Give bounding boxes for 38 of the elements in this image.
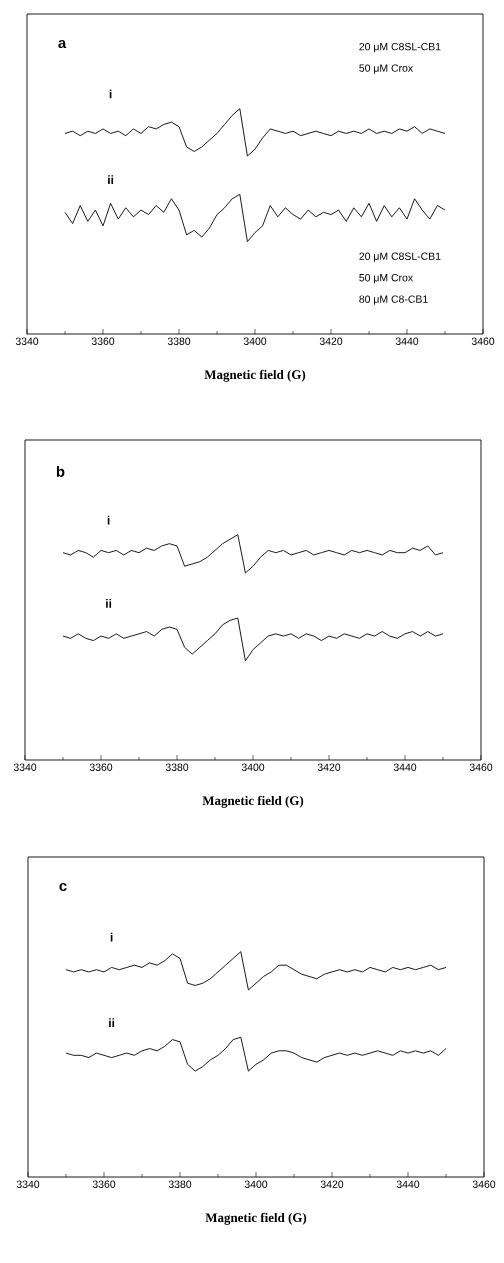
x-tick-label: 3440 (393, 763, 417, 771)
x-axis-title: Magnetic field (G) (205, 1212, 307, 1225)
x-tick-label: 3420 (317, 763, 341, 771)
text: i (109, 89, 112, 99)
x-tick-label: 3440 (395, 337, 419, 345)
text: i (107, 515, 110, 525)
x-tick-label: 3340 (16, 1180, 40, 1188)
x-tick-label: 3460 (469, 763, 493, 771)
x-tick-label: 3360 (92, 1180, 116, 1188)
x-tick-label: 3340 (13, 763, 37, 771)
x-tick-label: 3440 (396, 1180, 420, 1188)
x-tick-label: 3360 (91, 337, 115, 345)
text: 50 μM Crox (359, 64, 413, 74)
annotation: 80 μM C8-CB1 (359, 295, 428, 305)
x-tick-label: 3400 (243, 337, 267, 345)
x-tick-label: 3460 (471, 337, 495, 345)
series-label: ii (108, 175, 114, 184)
x-tick-label: 3380 (168, 1180, 192, 1188)
x-tick-label: 3460 (472, 1180, 496, 1188)
chart-title: c (59, 882, 67, 892)
annotation: 20 μM C8SL-CB1 (359, 252, 441, 262)
x-tick-label: 3420 (319, 337, 343, 345)
text: 20 μM C8SL-CB1 (359, 42, 441, 53)
text: ii (109, 1018, 115, 1028)
x-tick-label: 3400 (241, 763, 265, 771)
text: ii (106, 599, 112, 608)
x-tick-label: 3400 (244, 1180, 268, 1188)
x-tick-label: 3380 (167, 337, 191, 345)
chart-title: a (58, 39, 67, 49)
chart-title: b (56, 465, 65, 477)
x-tick-label: 3380 (165, 763, 189, 771)
x-tick-label: 3420 (320, 1180, 344, 1188)
x-tick-label: 3340 (15, 337, 39, 345)
text: i (110, 932, 113, 942)
x-tick-label: 3360 (89, 763, 113, 771)
annotation: 50 μM Crox (359, 273, 413, 284)
x-axis-title: Magnetic field (G) (204, 369, 306, 382)
x-axis-title: Magnetic field (G) (202, 795, 304, 808)
